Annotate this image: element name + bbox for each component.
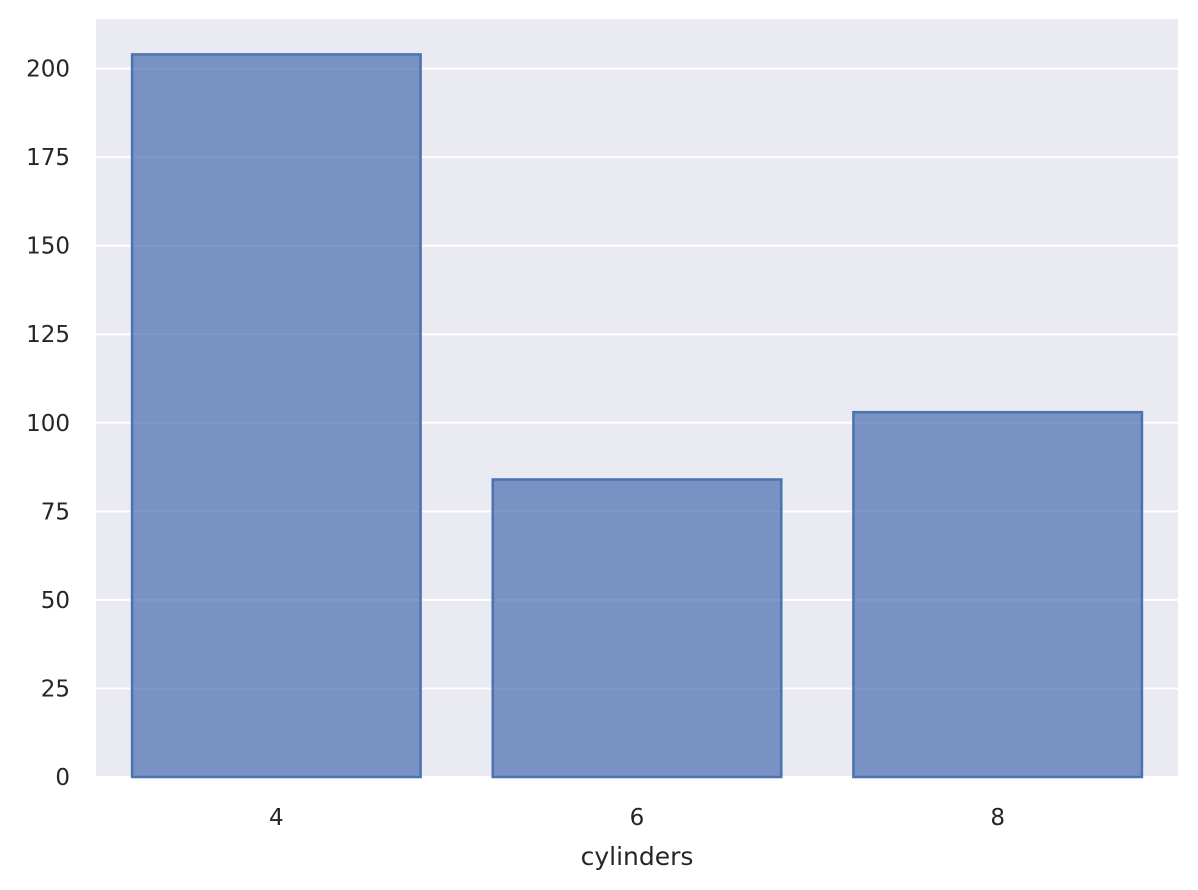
bar-6 — [491, 478, 783, 779]
bars — [130, 53, 1144, 779]
y-tick-label: 50 — [41, 588, 70, 614]
x-axis-tick-labels: 4 6 8 — [269, 805, 1005, 831]
y-tick-label: 150 — [26, 234, 70, 260]
y-tick-label: 175 — [26, 145, 70, 171]
bar-8 — [852, 410, 1144, 779]
y-tick-label: 100 — [26, 411, 70, 437]
x-tick-label: 4 — [269, 805, 284, 831]
y-tick-label: 125 — [26, 322, 70, 348]
y-tick-label: 200 — [26, 57, 70, 83]
y-axis-tick-labels: 0 25 50 75 100 125 150 175 200 — [26, 57, 70, 791]
x-tick-label: 6 — [630, 805, 645, 831]
bar-4 — [130, 53, 422, 779]
y-tick-label: 0 — [55, 765, 70, 791]
y-tick-label: 75 — [41, 499, 70, 525]
y-tick-label: 25 — [41, 676, 70, 702]
x-axis-title: cylinders — [581, 842, 694, 871]
x-tick-label: 8 — [990, 805, 1005, 831]
